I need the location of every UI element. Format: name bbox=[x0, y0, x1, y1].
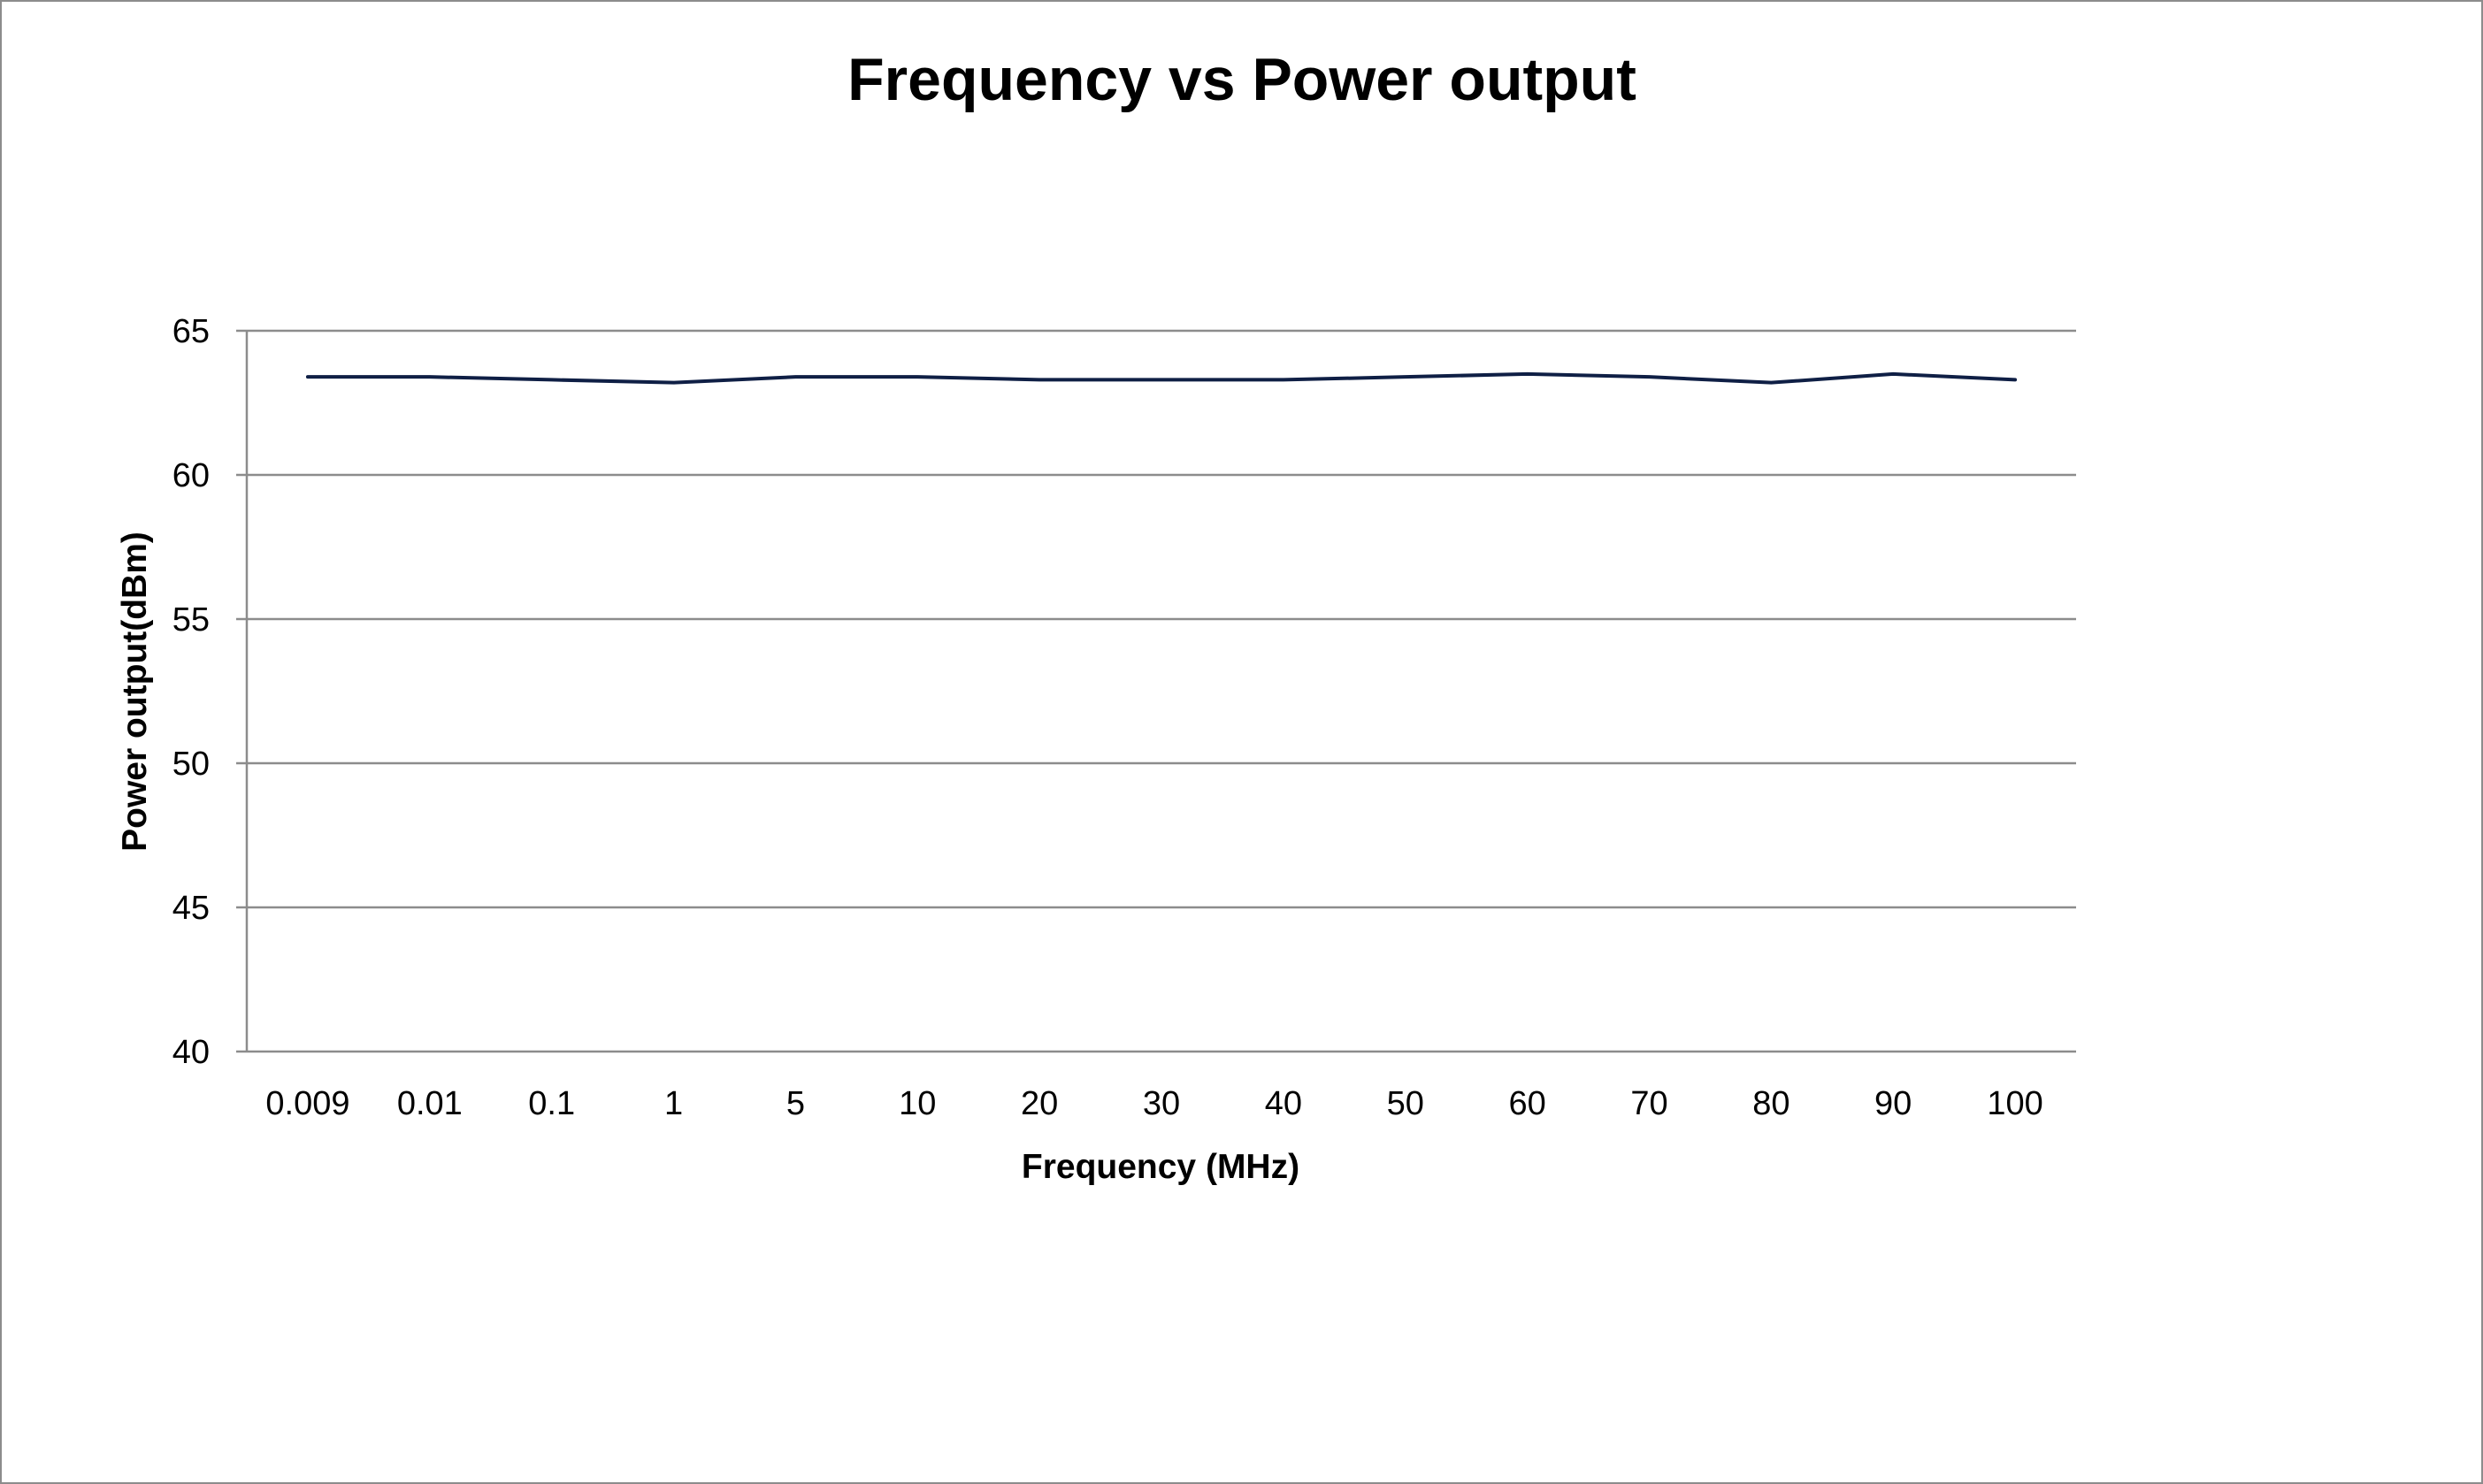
gridlines bbox=[247, 329, 2076, 909]
y-axis-title: Power output(dBm) bbox=[116, 532, 154, 852]
series-layer bbox=[305, 371, 2018, 385]
y-tick-label-65: 65 bbox=[172, 313, 210, 350]
x-tick-label: 5 bbox=[786, 1085, 805, 1122]
chart-title: Frequency vs Power output bbox=[847, 46, 1636, 113]
x-tick-label: 40 bbox=[1265, 1085, 1302, 1122]
x-tick-label: 0.01 bbox=[397, 1085, 463, 1122]
series-line-0 bbox=[305, 371, 2018, 385]
x-tick-label: 100 bbox=[1987, 1085, 2042, 1122]
x-tick-label: 1 bbox=[664, 1085, 683, 1122]
x-tick-label: 0.009 bbox=[265, 1085, 349, 1122]
x-tick-label: 0.1 bbox=[528, 1085, 575, 1122]
y-tick-label-55: 55 bbox=[172, 601, 210, 639]
y-tick-label-45: 45 bbox=[172, 890, 210, 927]
x-tick-label: 30 bbox=[1143, 1085, 1180, 1122]
y-tick-label-40: 40 bbox=[172, 1034, 210, 1071]
y-tick-labels: 40 45 50 55 60 65 bbox=[172, 313, 210, 1071]
x-tick-label: 50 bbox=[1387, 1085, 1424, 1122]
x-axis-title: Frequency (MHz) bbox=[1022, 1148, 1299, 1186]
y-tick-label-50: 50 bbox=[172, 746, 210, 783]
x-tick-labels: 0.009 0.01 0.1 1 5 10 20 30 40 50 60 70 80 90 100 bbox=[265, 1085, 2042, 1122]
x-tick-label: 10 bbox=[899, 1085, 936, 1122]
axes bbox=[236, 329, 2076, 1053]
x-tick-label: 90 bbox=[1874, 1085, 1912, 1122]
y-tick-label-60: 60 bbox=[172, 457, 210, 494]
x-tick-label: 70 bbox=[1630, 1085, 1667, 1122]
x-tick-label: 80 bbox=[1752, 1085, 1789, 1122]
x-tick-label: 20 bbox=[1021, 1085, 1058, 1122]
x-tick-label: 60 bbox=[1508, 1085, 1545, 1122]
